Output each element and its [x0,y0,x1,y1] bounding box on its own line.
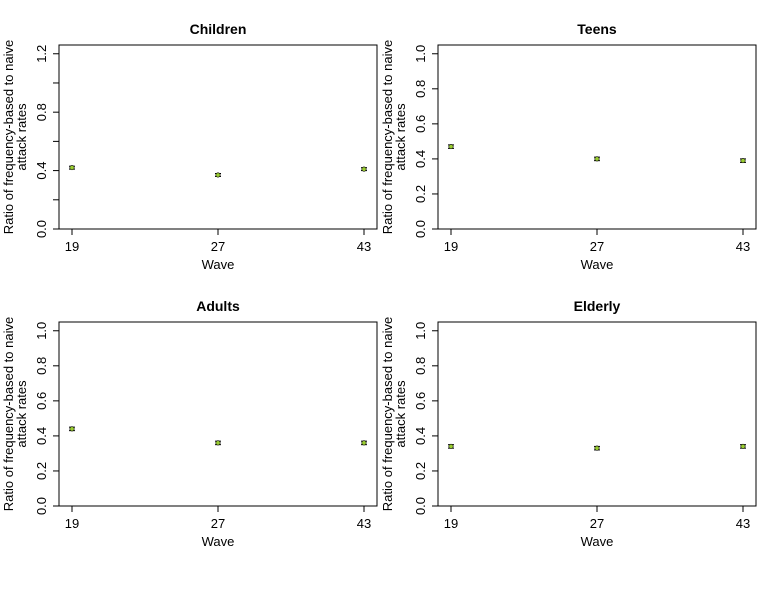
x-tick-label: 19 [65,516,79,531]
chart-panel-children: Children 0.0 0.4 0.8 1.2 19 27 43 Wave Ratio of f… [1,21,378,272]
y-tick-label: 0.0 [34,497,49,515]
y-tick-label: 1.0 [413,45,428,63]
x-axis-label: Wave [202,534,235,549]
x-axis-label: Wave [581,534,614,549]
y-tick-label: 0.0 [413,497,428,515]
y-tick-label: 1.2 [34,45,49,63]
chart-panel-elderly: Elderly 0.0 0.2 0.4 0.6 0.8 1.0 19 27 43 Wave Ratio… [380,298,757,549]
panel-title: Children [190,21,247,37]
y-tick-label: 0.0 [413,220,428,238]
y-tick-label: 0.6 [413,115,428,133]
data-point [448,443,454,449]
y-axis-label-line: Ratio of frequency-based to naive [1,317,16,511]
x-tick-label: 19 [444,239,458,254]
y-tick-label: 0.2 [413,185,428,203]
y-tick-label: 0.8 [413,357,428,375]
y-axis-label-line: attack rates [14,380,29,448]
x-tick-label: 43 [357,239,371,254]
x-tick-label: 43 [736,516,750,531]
data-point [740,443,746,449]
chart-panel-teens: Teens 0.0 0.2 0.4 0.6 0.8 1.0 19 27 43 Wave Ratio o… [380,21,757,272]
y-tick-label: 1.0 [413,322,428,340]
x-tick-label: 27 [211,239,225,254]
y-tick-label: 0.4 [413,427,428,445]
y-tick-label: 0.2 [413,462,428,480]
plot-frame [58,321,378,507]
y-axis-label: Ratio of frequency-based to naiveattack … [380,317,408,511]
data-point [594,156,600,162]
panel-title: Teens [577,21,617,37]
y-tick-label: 0.2 [34,462,49,480]
y-axis-label-line: Ratio of frequency-based to naive [1,40,16,234]
x-tick-label: 43 [357,516,371,531]
chart-panel-adults: Adults 0.0 0.2 0.4 0.6 0.8 1.0 19 27 43 Wave Ratio … [1,298,378,549]
y-tick-label: 0.4 [34,427,49,445]
data-point [594,445,600,451]
y-axis-label: Ratio of frequency-based to naiveattack … [1,317,29,511]
y-tick-label: 0.8 [34,103,49,121]
y-axis-label: Ratio of frequency-based to naiveattack … [1,40,29,234]
data-point [215,440,221,446]
y-tick-label: 0.6 [413,392,428,410]
y-axis-label-line: Ratio of frequency-based to naive [380,317,395,511]
x-tick-label: 27 [590,516,604,531]
x-tick-label: 43 [736,239,750,254]
y-tick-label: 0.4 [413,150,428,168]
data-point [361,440,367,446]
data-point [361,166,367,172]
panel-title: Adults [196,298,240,314]
x-tick-label: 19 [65,239,79,254]
y-tick-label: 0.6 [34,392,49,410]
plot-frame [58,44,378,230]
data-point [69,426,75,432]
data-point [448,144,454,150]
y-axis-label-line: attack rates [14,103,29,171]
y-tick-label: 0.8 [413,80,428,98]
y-tick-label: 0.4 [34,162,49,180]
data-point [215,172,221,178]
y-axis-label-line: attack rates [393,380,408,448]
y-axis-label-line: Ratio of frequency-based to naive [380,40,395,234]
y-tick-label: 0.8 [34,357,49,375]
data-point [69,165,75,171]
x-axis-label: Wave [202,257,235,272]
x-tick-label: 19 [444,516,458,531]
y-axis-label: Ratio of frequency-based to naiveattack … [380,40,408,234]
panel-title: Elderly [574,298,621,314]
x-tick-label: 27 [590,239,604,254]
x-axis-label: Wave [581,257,614,272]
y-tick-label: 0.0 [34,220,49,238]
plot-frame [437,321,757,507]
plot-frame [437,44,757,230]
y-axis-label-line: attack rates [393,103,408,171]
y-tick-label: 1.0 [34,322,49,340]
x-tick-label: 27 [211,516,225,531]
data-point [740,158,746,164]
